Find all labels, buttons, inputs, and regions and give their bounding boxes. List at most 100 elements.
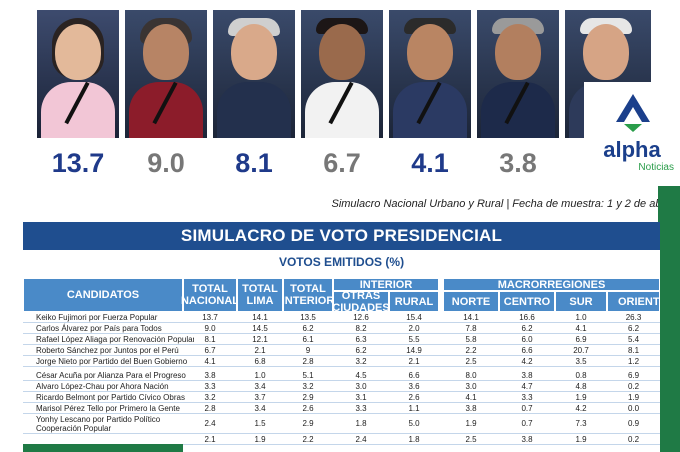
- table-cell: 1.0: [575, 313, 587, 322]
- table-cell: 2.9: [302, 393, 314, 402]
- table-row: César Acuña por Alianza Para el Progreso…: [23, 370, 660, 381]
- table-cell: 2.1: [204, 435, 216, 444]
- candidate-percentage: 13.7: [51, 148, 105, 178]
- candidate-photo-2: [125, 10, 207, 138]
- table-cell: 2.4: [355, 435, 367, 444]
- table-cell: 4.2: [575, 404, 587, 413]
- candidate-percentage: 8.1: [235, 148, 273, 178]
- table-cell: 2.8: [204, 404, 216, 413]
- candidate-photo-5: [389, 10, 471, 138]
- table-cell: 8.1: [627, 346, 640, 355]
- table-cell: 6.7: [204, 346, 216, 355]
- table-cell: 8.2: [355, 324, 367, 333]
- logo-brand: alpha: [603, 137, 661, 162]
- candidate-percentage: 9.0: [147, 148, 185, 178]
- alpha-logo-icon: [616, 94, 650, 132]
- col-header-centro: CENTRO: [499, 291, 555, 312]
- candidate-name: Roberto Sánchez por Juntos por el Perú: [36, 346, 179, 355]
- table-cell: 1.0: [254, 371, 266, 380]
- table-cell: 0.8: [575, 371, 587, 380]
- table-cell: 5.4: [627, 335, 640, 344]
- table-cell: 0.2: [627, 382, 640, 391]
- group-header-interior: INTERIOR: [333, 278, 439, 291]
- table-cell: 12.6: [353, 313, 369, 322]
- table-cell: 4.8: [575, 382, 587, 391]
- table-cell: 2.6: [302, 404, 314, 413]
- table-cell: 14.1: [252, 313, 268, 322]
- table-cell: 14.9: [406, 346, 422, 355]
- table-cell: 15.4: [406, 313, 422, 322]
- table-cell: 6.6: [521, 346, 533, 355]
- table-cell: 20.7: [573, 346, 589, 355]
- candidate-name: Keiko Fujimori por Fuerza Popular: [36, 313, 158, 322]
- table-cell: 1.9: [465, 419, 477, 428]
- alpha-noticias-logo: alpha Noticias: [584, 82, 680, 174]
- table-cell: 6.1: [302, 335, 314, 344]
- table-cell: 6.8: [254, 357, 266, 366]
- table-title: SIMULACRO DE VOTO PRESIDENCIAL: [23, 222, 660, 250]
- table-cell: 3.8: [465, 404, 477, 413]
- table-cell: 3.8: [521, 371, 533, 380]
- table-row: Rafael López Aliaga por Renovación Popul…: [23, 334, 660, 345]
- table-cell: 16.6: [519, 313, 535, 322]
- table-cell: 1.2: [627, 357, 640, 366]
- table-cell: 6.2: [627, 324, 640, 333]
- col-header-sur: SUR: [555, 291, 607, 312]
- table-cell: 3.0: [355, 382, 367, 391]
- table-cell: 3.6: [408, 382, 420, 391]
- table-row: 2.1 1.9 2.2 2.4 1.8 2.5 3.8 1.9 0.2: [23, 434, 660, 445]
- table-cell: 6.6: [408, 371, 420, 380]
- table-cell: 4.7: [521, 382, 533, 391]
- col-header-rural: RURAL: [389, 291, 439, 312]
- table-cell: 2.2: [302, 435, 314, 444]
- table-cell: 4.5: [355, 371, 367, 380]
- table-row: Keiko Fujimori por Fuerza Popular 13.7 14.…: [23, 312, 660, 323]
- table-cell: 12.1: [252, 335, 268, 344]
- table-row: Jorge Nieto por Partido del Buen Gobiern…: [23, 356, 660, 367]
- candidate-photo-1: [37, 10, 119, 138]
- table-cell: 13.7: [202, 313, 218, 322]
- col-header-oriente: ORIENTE: [607, 291, 660, 312]
- table-cell: 0.7: [521, 404, 533, 413]
- table-cell: 3.3: [355, 404, 367, 413]
- table-row: Ricardo Belmont por Partido Cívico Obras…: [23, 392, 660, 403]
- table-subtitle: VOTOS EMITIDOS (%): [278, 255, 405, 269]
- col-header-total-interior: TOTAL INTERIOR: [282, 278, 334, 312]
- survey-subtitle: Simulacro Nacional Urbano y Rural | Fech…: [331, 198, 670, 210]
- table-cell: 1.9: [575, 393, 587, 402]
- candidate-percentage: 3.8: [499, 148, 537, 178]
- table-cell: 2.6: [408, 393, 420, 402]
- table-cell: 3.4: [254, 382, 266, 391]
- table-row: Roberto Sánchez por Juntos por el Perú 6.…: [23, 345, 660, 356]
- table-cell: 3.7: [254, 393, 266, 402]
- candidate-name: Rafael López Aliaga por Renovación Popul…: [36, 335, 194, 344]
- table-cell: 4.2: [521, 357, 533, 366]
- table-cell: 3.2: [204, 393, 216, 402]
- table-cell: 2.4: [204, 419, 216, 428]
- table-cell: 2.1: [408, 357, 420, 366]
- table-cell: 5.5: [408, 335, 420, 344]
- table-cell: 4.1: [575, 324, 587, 333]
- col-header-total-lima: TOTAL LIMA: [237, 278, 283, 312]
- col-header-candidatos: CANDIDATOS: [23, 278, 183, 312]
- table-cell: 6.2: [521, 324, 533, 333]
- decorative-green-bar: [658, 186, 680, 452]
- table-row: Yonhy Lescano por Partido Político Coope…: [23, 414, 660, 434]
- candidate-photo-strip: [37, 10, 657, 140]
- table-cell: 9: [305, 346, 311, 355]
- results-table: SIMULACRO DE VOTO PRESIDENCIAL VOTOS EMI…: [23, 222, 660, 452]
- table-cell: 3.2: [302, 382, 314, 391]
- col-header-total-nacional: TOTAL NACIONAL: [181, 278, 239, 312]
- candidate-name: César Acuña por Alianza Para el Progreso: [36, 371, 186, 380]
- table-cell: 2.2: [465, 346, 477, 355]
- table-cell: 3.1: [355, 393, 367, 402]
- candidate-percentage: 4.1: [411, 148, 449, 178]
- table-cell: 4.1: [465, 393, 477, 402]
- table-cell: 1.9: [575, 435, 587, 444]
- table-cell: 6.2: [302, 324, 314, 333]
- table-cell: 3.3: [204, 382, 216, 391]
- table-cell: 8.1: [204, 335, 216, 344]
- table-cell: 6.2: [355, 346, 367, 355]
- table-cell: 14.5: [252, 324, 268, 333]
- col-header-norte: NORTE: [443, 291, 499, 312]
